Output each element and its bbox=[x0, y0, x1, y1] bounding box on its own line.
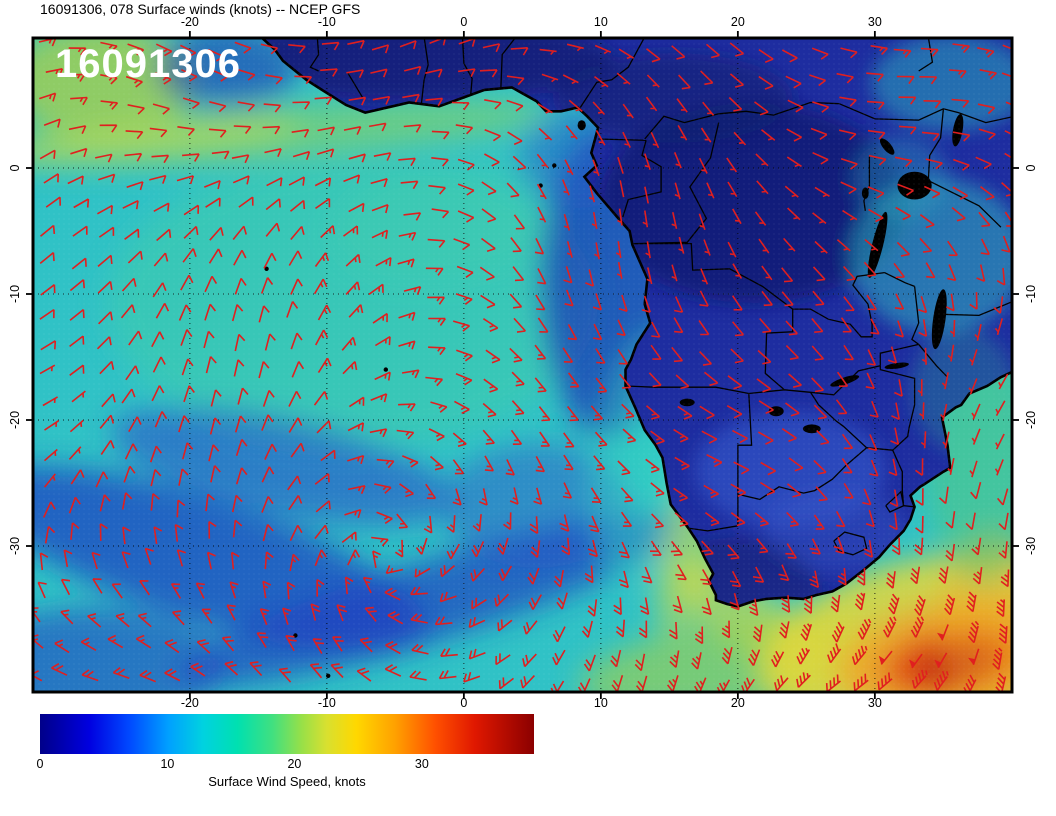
colorbar-tick-label: 30 bbox=[414, 757, 429, 771]
map-canvas bbox=[26, 31, 1019, 699]
lat-tick-label-left: -30 bbox=[8, 536, 22, 556]
lon-tick-label-bottom: -10 bbox=[317, 696, 336, 710]
colorbar-tick-label: 10 bbox=[160, 757, 175, 771]
colorbar-tick-label: 20 bbox=[287, 757, 302, 771]
wind-barbs-layer bbox=[33, 38, 1012, 692]
colorbar bbox=[40, 714, 534, 754]
lat-tick-label-left: 0 bbox=[8, 164, 22, 172]
lat-tick-label-right: -10 bbox=[1024, 284, 1038, 304]
lat-tick-label-right: -20 bbox=[1024, 410, 1038, 430]
lon-tick-label-bottom: 20 bbox=[730, 696, 745, 710]
lat-tick-label-left: -10 bbox=[8, 284, 22, 304]
lat-tick-label-right: -30 bbox=[1024, 536, 1038, 556]
plot-title: 16091306, 078 Surface winds (knots) -- N… bbox=[40, 1, 361, 17]
lon-tick-label-top: 0 bbox=[460, 15, 468, 29]
lon-tick-label-top: -10 bbox=[317, 15, 336, 29]
lat-tick-label-left: -20 bbox=[8, 410, 22, 430]
lat-tick-label-right: 0 bbox=[1024, 164, 1038, 172]
colorbar-gradient bbox=[40, 714, 534, 754]
grid-texture bbox=[33, 38, 1012, 692]
lon-tick-label-bottom: -20 bbox=[180, 696, 199, 710]
colorbar-tick-label: 0 bbox=[36, 757, 44, 771]
colorbar-label: Surface Wind Speed, knots bbox=[208, 774, 366, 789]
lon-tick-label-bottom: 30 bbox=[867, 696, 882, 710]
run-id-overlay: 16091306 bbox=[55, 42, 241, 86]
lon-tick-label-top: 20 bbox=[730, 15, 745, 29]
lon-tick-label-bottom: 10 bbox=[593, 696, 608, 710]
lon-tick-label-top: -20 bbox=[180, 15, 199, 29]
lon-tick-label-top: 30 bbox=[867, 15, 882, 29]
lon-tick-label-bottom: 0 bbox=[460, 696, 468, 710]
axis-ticks bbox=[26, 31, 1019, 699]
lon-tick-label-top: 10 bbox=[593, 15, 608, 29]
map-frame bbox=[31, 36, 1014, 694]
